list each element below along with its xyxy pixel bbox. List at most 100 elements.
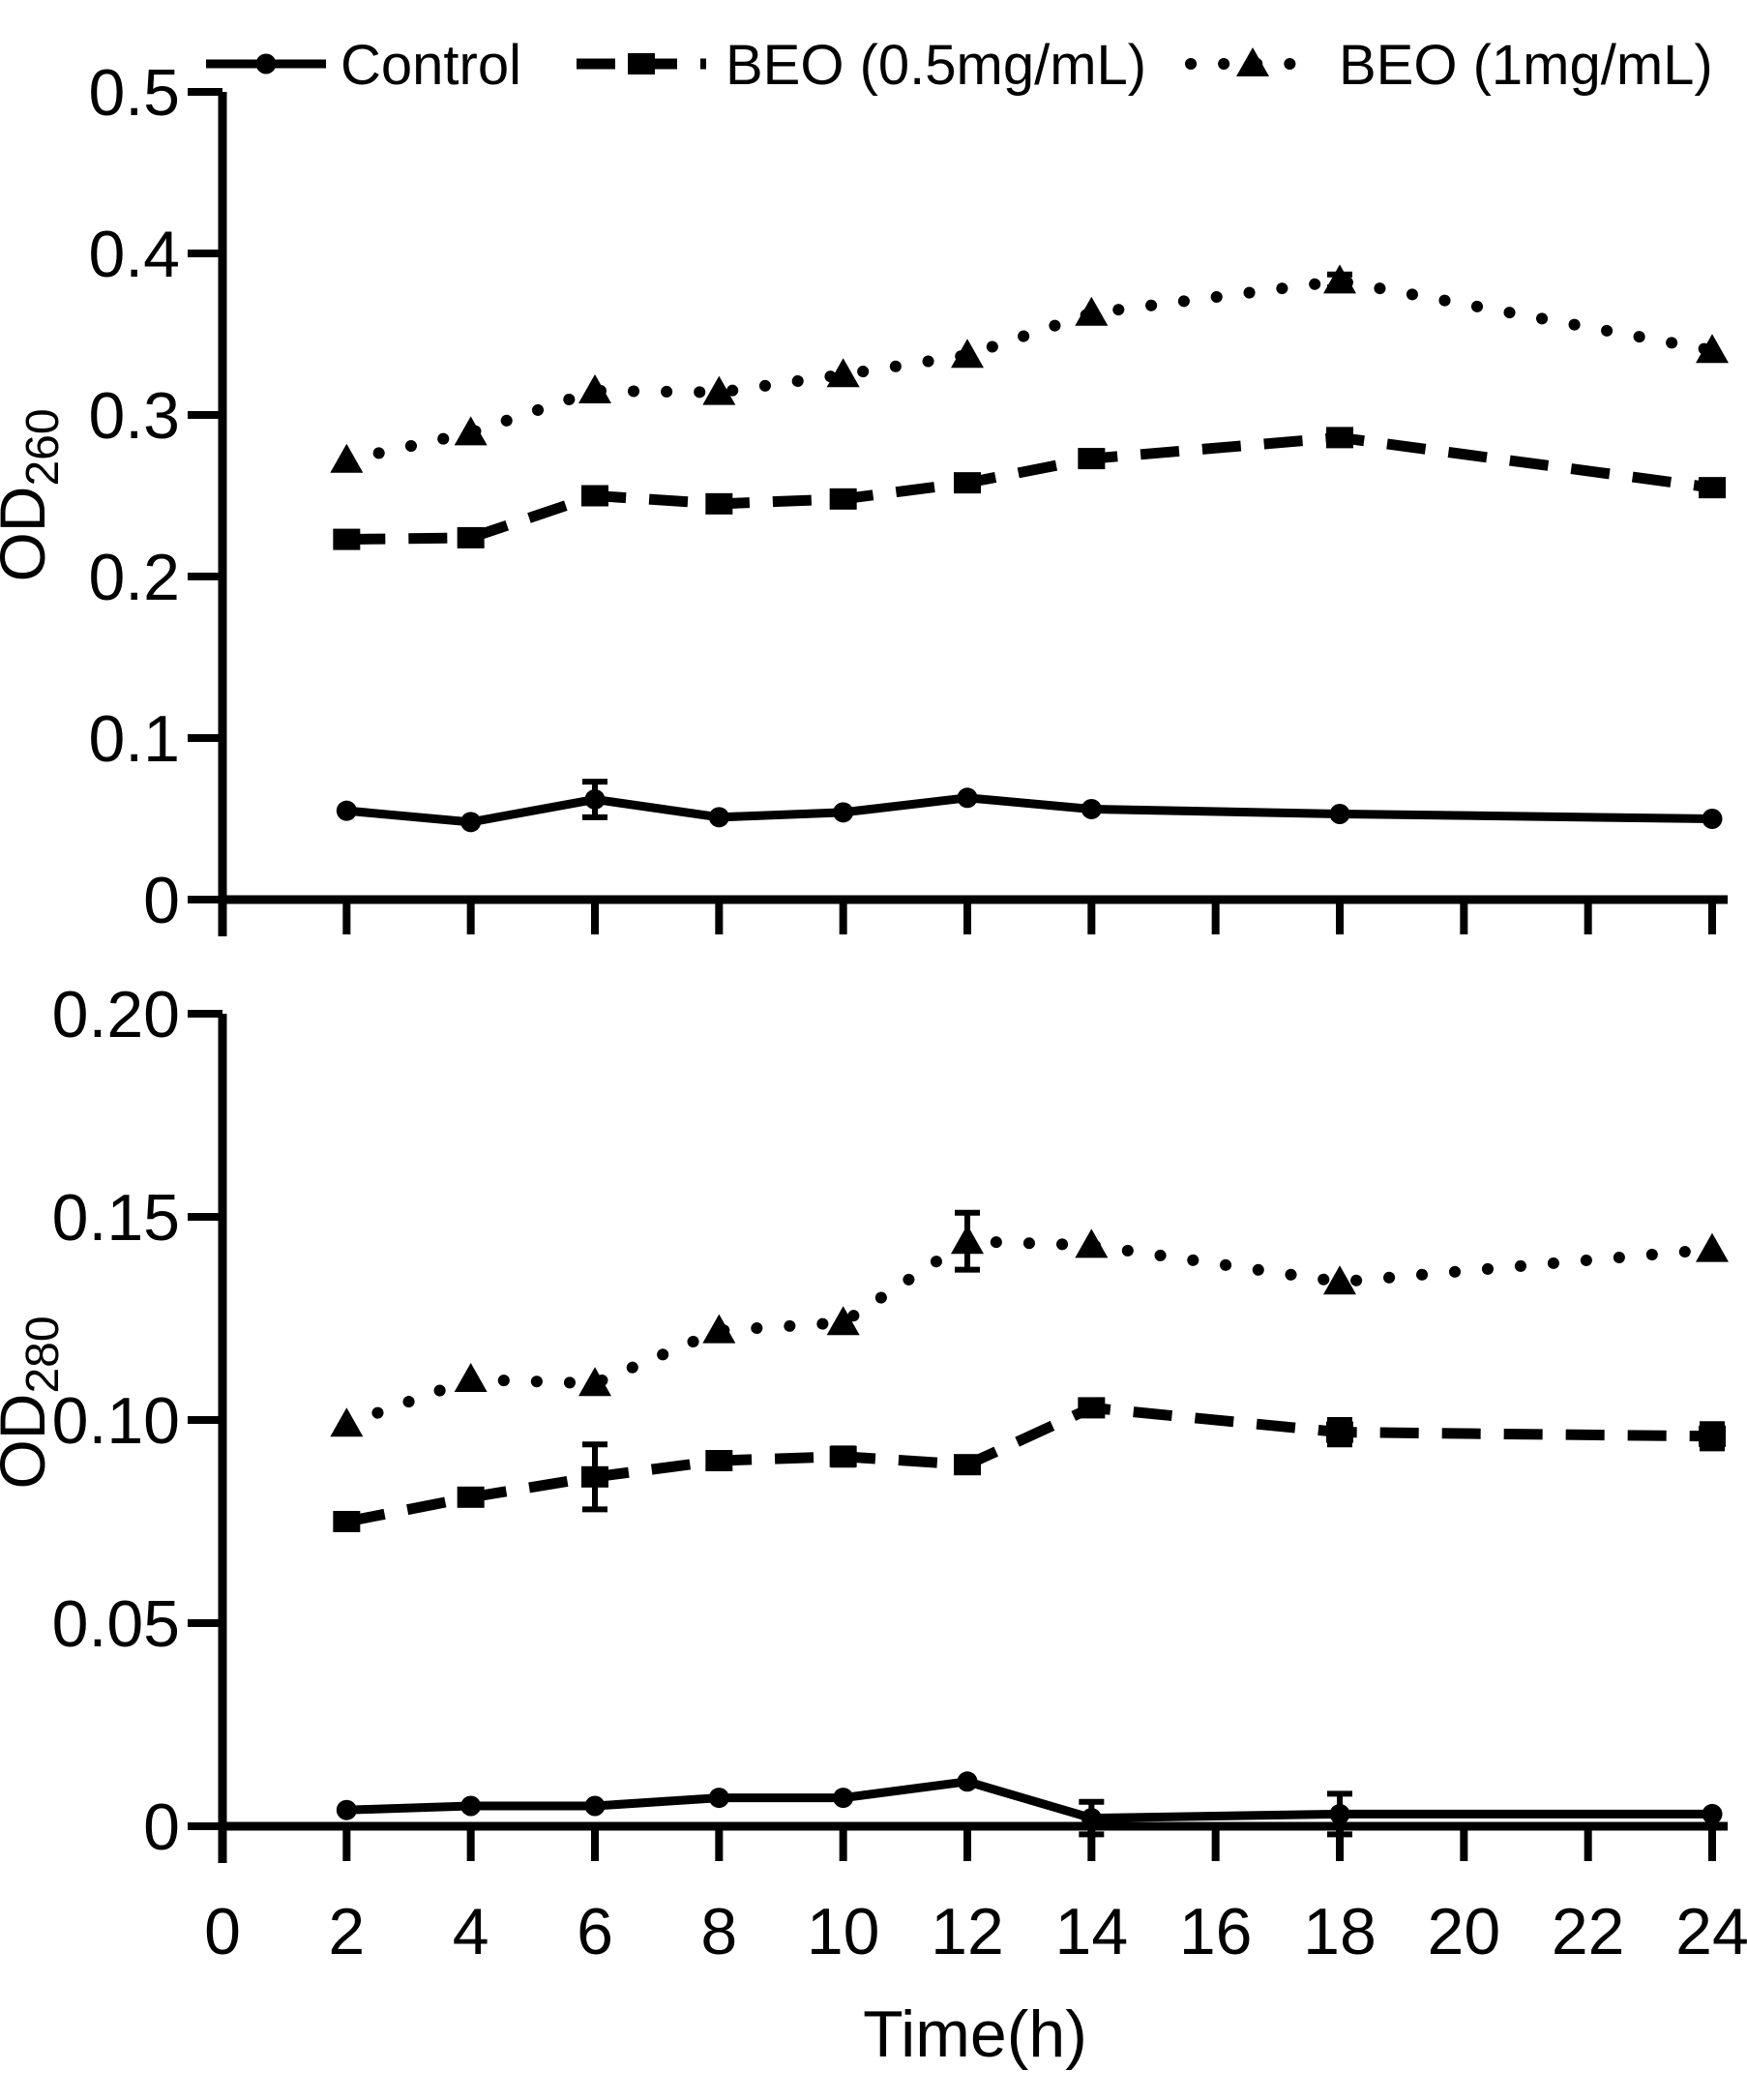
legend-label-beo-1: BEO (1mg/mL) xyxy=(1339,34,1713,97)
square-marker xyxy=(333,528,361,550)
x-tick-label: 12 xyxy=(931,1895,1004,1968)
x-tick-label: 18 xyxy=(1303,1895,1377,1968)
legend-label-control: Control xyxy=(341,34,521,97)
square-marker xyxy=(1699,477,1727,499)
triangle-marker xyxy=(330,443,364,473)
legend-item-beo-1: BEO (1mg/mL) xyxy=(1185,34,1713,97)
y-tick-label: 0.3 xyxy=(88,379,180,453)
circle-marker xyxy=(1702,1803,1723,1824)
triangle-marker xyxy=(702,375,736,405)
circle-marker xyxy=(255,53,277,74)
legend: Control BEO (0.5mg/mL) BEO (1mg/mL) xyxy=(206,34,1713,97)
square-marker xyxy=(829,488,857,510)
square-marker xyxy=(705,492,733,515)
x-tick-label: 22 xyxy=(1552,1895,1625,1968)
od280-axes: 00.050.100.150.200 2 4 6 8 10 12 14 16 18 20 22 24 xyxy=(52,978,1747,1968)
square-marker xyxy=(1326,427,1354,449)
x-axis-title: Time(h) xyxy=(863,1997,1087,2071)
circle-marker xyxy=(460,1795,482,1817)
square-marker xyxy=(829,1445,857,1467)
circle-marker xyxy=(957,787,978,809)
triangle-marker xyxy=(330,1407,364,1437)
triangle-marker xyxy=(1323,264,1357,294)
series-beo-05-od260 xyxy=(333,427,1727,550)
triangle-marker xyxy=(702,1314,736,1344)
od260-axes: 0 0.1 0.2 0.3 0.4 0.5 xyxy=(88,56,1728,937)
triangle-marker xyxy=(1075,1228,1109,1258)
square-marker xyxy=(333,1511,361,1532)
circle-marker xyxy=(1081,798,1102,819)
series-beo-1-od260 xyxy=(330,264,1730,473)
triangle-marker xyxy=(578,1367,612,1397)
series-line-solid xyxy=(346,1777,1712,1823)
square-marker xyxy=(1326,1421,1354,1443)
legend-item-beo-05: BEO (0.5mg/mL) xyxy=(577,34,1146,97)
triangle-marker xyxy=(1696,1232,1730,1262)
circle-marker xyxy=(833,802,854,823)
x-tick-label: 10 xyxy=(807,1895,880,1968)
y-tick-label: 0.10 xyxy=(52,1384,180,1458)
x-tick-label: 24 xyxy=(1675,1895,1747,1968)
triangle-marker xyxy=(578,373,612,403)
square-marker xyxy=(581,485,609,507)
circle-marker xyxy=(1702,809,1723,829)
y-tick-label: 0.5 xyxy=(88,56,180,130)
circle-marker xyxy=(708,1788,729,1809)
circle-marker xyxy=(708,807,729,828)
y-tick-label: 0.4 xyxy=(88,218,180,291)
circle-marker xyxy=(336,1799,357,1820)
square-marker xyxy=(457,1486,485,1508)
series-line-dotted xyxy=(341,275,1718,466)
od280-chart: 00.050.100.150.200 2 4 6 8 10 12 14 16 18 20 22 24OD… xyxy=(0,978,1747,2071)
series-control-od280 xyxy=(336,1771,1723,1838)
triangle-marker xyxy=(1075,296,1109,326)
circle-marker xyxy=(1081,1808,1102,1829)
x-tick-label: 20 xyxy=(1428,1895,1501,1968)
y-tick-label: 0.05 xyxy=(52,1587,180,1661)
y-axis-title-subscript: 280 xyxy=(17,1316,69,1393)
triangle-marker xyxy=(1696,334,1730,364)
square-marker xyxy=(1078,1397,1106,1419)
y-tick-label: 0.20 xyxy=(52,978,180,1051)
x-tick-label: 8 xyxy=(700,1895,737,1968)
x-tick-label: 4 xyxy=(453,1895,489,1968)
square-marker xyxy=(628,53,655,74)
triangle-marker xyxy=(826,358,860,388)
triangle-marker xyxy=(454,416,488,446)
series-beo-05-od280 xyxy=(333,1397,1727,1532)
series-control-od260 xyxy=(336,779,1723,833)
circle-marker xyxy=(584,788,606,810)
triangle-marker xyxy=(1323,1265,1357,1295)
x-tick-label: 14 xyxy=(1055,1895,1129,1968)
triangle-marker xyxy=(826,1306,860,1336)
series-line-dotted xyxy=(341,1235,1718,1431)
circle-marker xyxy=(957,1771,978,1792)
circle-marker xyxy=(1329,1803,1350,1824)
circle-marker xyxy=(460,812,482,833)
series-beo-1-od280 xyxy=(330,1209,1730,1437)
series-line-solid xyxy=(345,793,1713,827)
series-line-dashed xyxy=(346,431,1713,546)
y-axis-title-base: OD xyxy=(0,1394,58,1490)
y-tick-label: 0.15 xyxy=(52,1181,180,1255)
circle-marker xyxy=(1329,803,1350,824)
x-tick-label: 0 xyxy=(204,1895,241,1968)
x-tick-label: 16 xyxy=(1179,1895,1253,1968)
triangle-marker xyxy=(454,1363,488,1392)
od260-chart: 0 0.1 0.2 0.3 0.4 0.5 OD260 xyxy=(0,56,1730,937)
y-tick-label: 0.1 xyxy=(88,702,180,776)
square-marker xyxy=(1078,448,1106,470)
triangle-marker xyxy=(1236,47,1269,76)
legend-label-beo-05: BEO (0.5mg/mL) xyxy=(725,34,1146,97)
circle-marker xyxy=(584,1795,606,1817)
y-axis-title-od260: OD260 xyxy=(0,408,69,581)
square-marker xyxy=(581,1465,609,1488)
circle-marker xyxy=(833,1788,854,1809)
legend-item-control: Control xyxy=(206,34,521,97)
square-marker xyxy=(705,1450,733,1471)
y-tick-label: 0 xyxy=(143,1790,180,1864)
y-tick-label: 0.2 xyxy=(88,541,180,614)
y-axis-title-od280: OD280 xyxy=(0,1316,69,1489)
